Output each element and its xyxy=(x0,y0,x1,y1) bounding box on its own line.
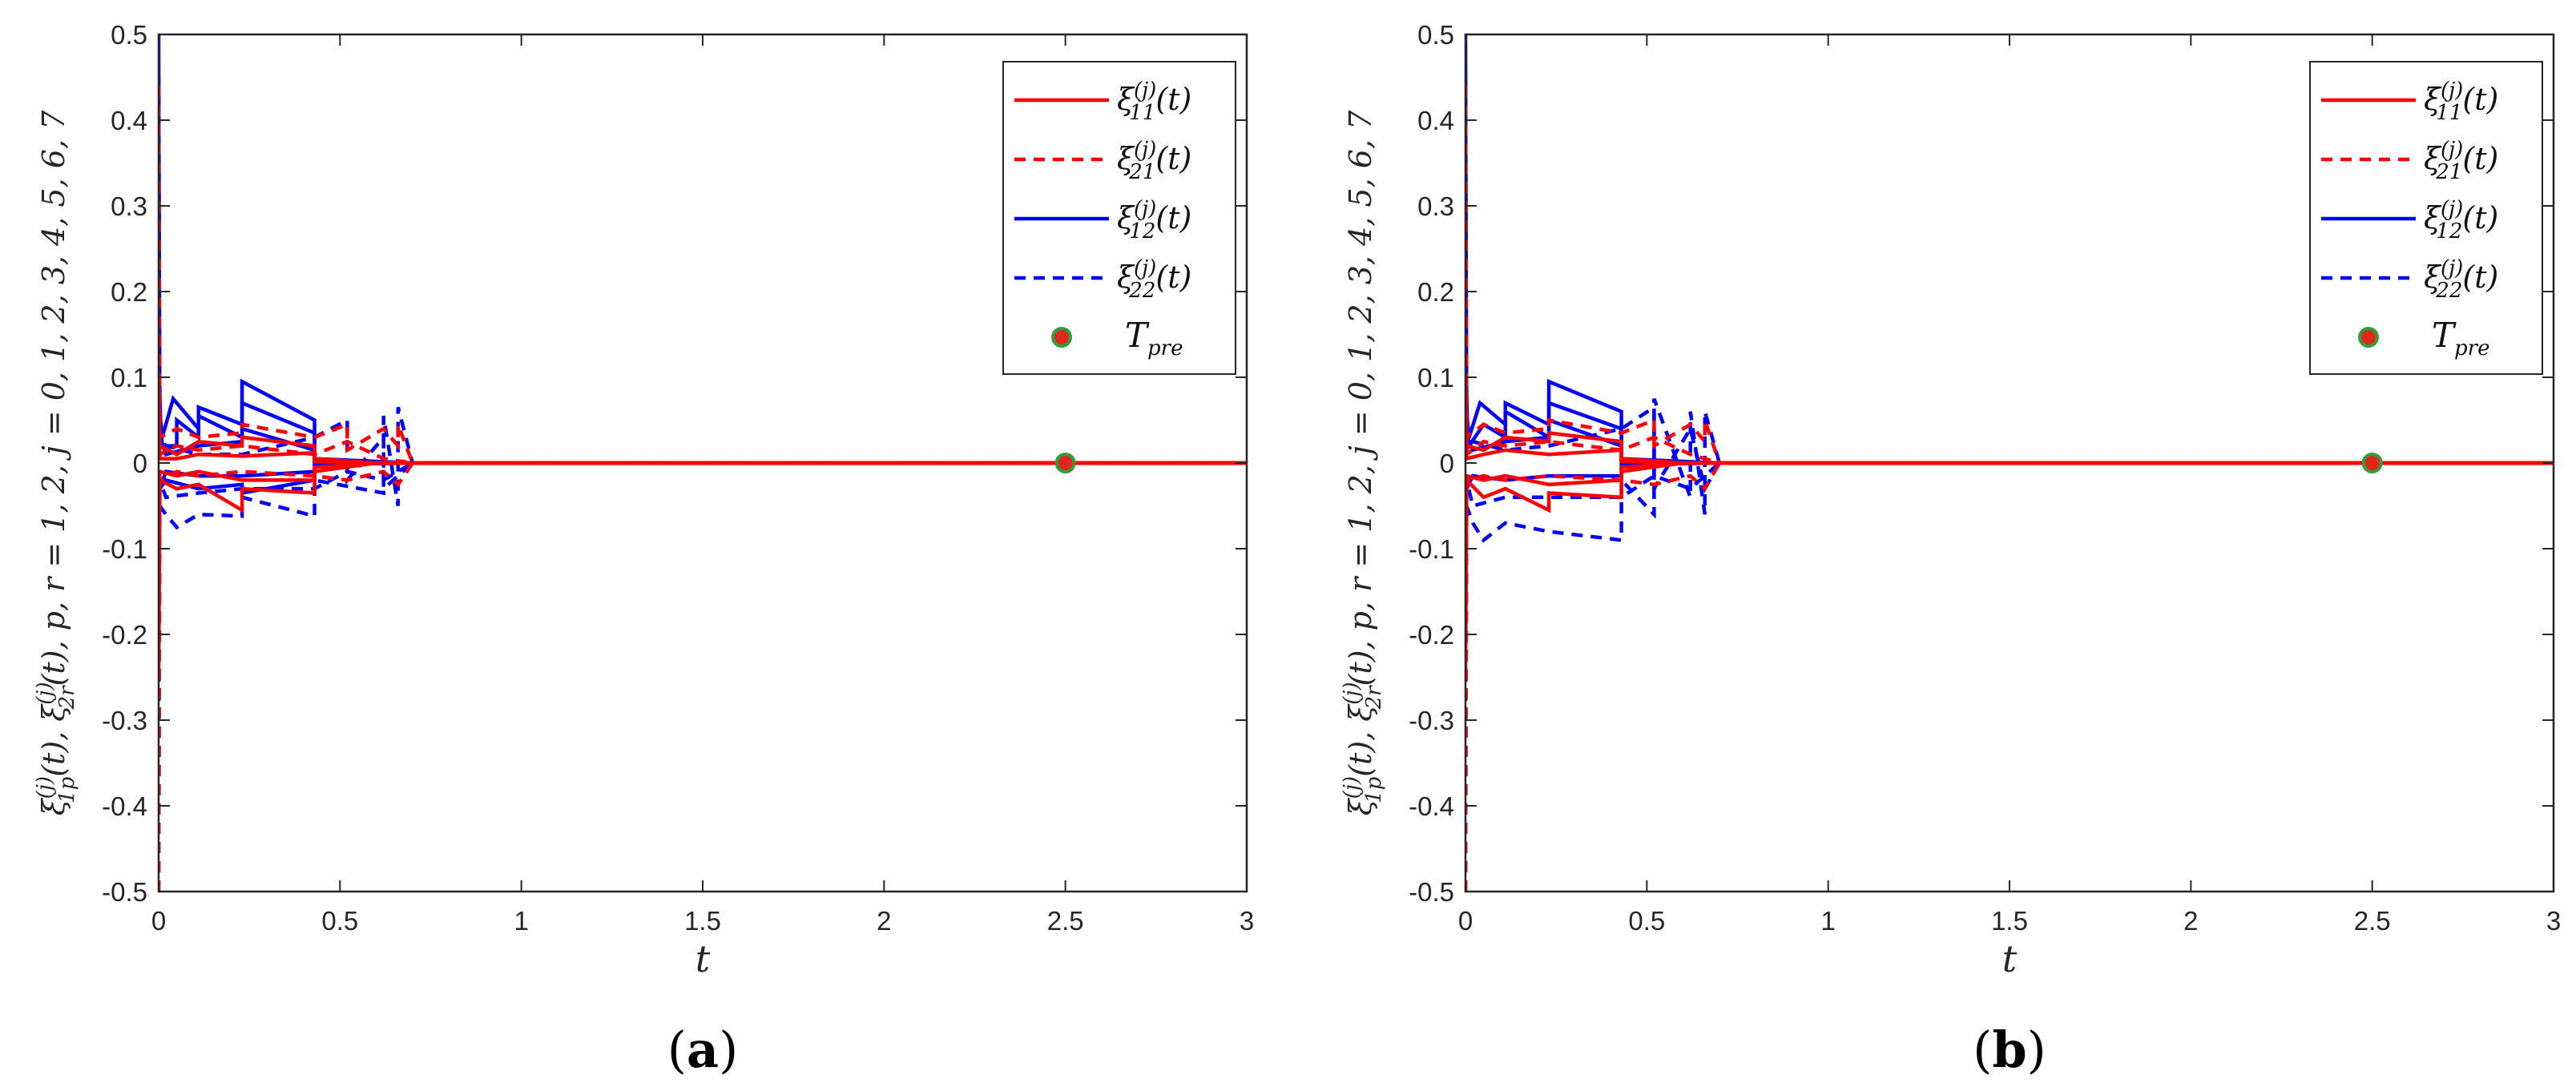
series-group xyxy=(1465,34,2554,892)
x-tick-label: 0.5 xyxy=(321,906,358,936)
x-tick-label: 3 xyxy=(1240,906,1254,936)
x-tick-label: 1 xyxy=(514,906,528,936)
legend-entry: ξ(j) 22(t) xyxy=(2424,256,2498,303)
x-tick-label: 2 xyxy=(2183,906,2198,936)
legend-entry-tpre: Tpre xyxy=(1125,316,1183,360)
y-tick-label: -0.1 xyxy=(1409,534,1454,564)
x-tick-label: 0.5 xyxy=(1628,906,1665,936)
y-tick-label: 0.4 xyxy=(1417,106,1454,135)
series-line-9 xyxy=(159,461,1247,678)
y-tick-label: -0.4 xyxy=(102,791,147,821)
x-tick-label: 2.5 xyxy=(1047,906,1084,936)
series-group xyxy=(159,34,1247,892)
legend: ξ(j) 11(t) ξ(j) 21(t) ξ(j) 12(t) ξ(j) 22(t) Tpre xyxy=(2309,61,2543,375)
tpre-marker xyxy=(2361,453,2383,473)
y-tick-label: 0.1 xyxy=(111,363,147,393)
series-line-14 xyxy=(159,334,1247,465)
series-line-11 xyxy=(159,461,1247,532)
legend-entry: ξ(j) 12(t) xyxy=(1117,197,1191,244)
y-tick-label: -0.3 xyxy=(1409,706,1454,735)
x-axis-label: t xyxy=(2002,937,2018,980)
y-tick-label: 0 xyxy=(1440,449,1454,478)
x-tick-label: 1.5 xyxy=(684,906,721,936)
legend-entry-tpre: Tpre xyxy=(2432,316,2489,360)
y-tick-label: 0.3 xyxy=(111,191,147,221)
y-tick-label: -0.5 xyxy=(102,877,147,907)
x-tick-label: 3 xyxy=(2546,906,2561,936)
series-line-10 xyxy=(159,420,1247,465)
y-tick-label: 0 xyxy=(133,449,147,478)
legend-entry: ξ(j) 22(t) xyxy=(1117,256,1191,303)
series-line-6 xyxy=(1465,461,2554,721)
y-tick-label: 0.5 xyxy=(111,20,147,50)
series-line-6 xyxy=(159,137,1247,493)
x-tick-label: 0 xyxy=(151,906,166,936)
series-line-12 xyxy=(1465,461,2554,892)
x-tick-label: 0 xyxy=(1458,906,1473,936)
legend: ξ(j) 11(t) ξ(j) 21(t) ξ(j) 12(t) ξ(j) 22(t) Tpre xyxy=(1002,61,1236,375)
tpre-marker xyxy=(1054,453,1076,473)
legend-entry: ξ(j) 21(t) xyxy=(1117,138,1191,184)
legend-marker xyxy=(2358,327,2379,348)
y-axis-label: ξ(j)1p(t), ξ(j)2r(t), p, r = 1, 2, j = 0… xyxy=(1340,110,1386,815)
series-line-8 xyxy=(1465,461,2554,678)
chart-panel-b: 0 0.5 1 1.5 2 2.5 3 -0.5 -0.4 -0.3 -0.2 -0.1 0 0.1 0.2… xyxy=(1340,20,2561,1079)
x-tick-label: 1.5 xyxy=(1991,906,2028,936)
x-tick-label: 1 xyxy=(1820,906,1835,936)
panel-label: (b) xyxy=(1973,1021,2046,1079)
y-axis-label: ξ(j)1p(t), ξ(j)2r(t), p, r = 1, 2, j = 0… xyxy=(33,110,79,815)
series-line-9 xyxy=(1465,420,2554,465)
y-tick-label: -0.3 xyxy=(102,706,147,735)
y-tick-label: -0.2 xyxy=(1409,620,1454,650)
legend-entry: ξ(j) 11(t) xyxy=(1117,79,1191,125)
y-tick-label: 0.2 xyxy=(111,277,147,307)
y-tick-label: 0.2 xyxy=(1417,277,1454,307)
y-tick-label: -0.1 xyxy=(102,534,147,564)
series-line-13 xyxy=(159,461,1247,892)
series-line-13 xyxy=(1465,334,2554,465)
y-tick-label: 0.3 xyxy=(1417,191,1454,221)
series-line-12 xyxy=(159,86,1247,465)
series-line-11 xyxy=(1465,86,2554,465)
legend-entry: ξ(j) 12(t) xyxy=(2424,197,2498,244)
legend-entry: ξ(j) 11(t) xyxy=(2424,79,2498,125)
x-tick-label: 2.5 xyxy=(2354,906,2391,936)
panel-label: (a) xyxy=(667,1021,739,1079)
y-tick-label: 0.5 xyxy=(1417,20,1454,50)
series-line-7 xyxy=(159,461,1247,721)
legend-marker xyxy=(1051,327,1072,348)
x-tick-label: 2 xyxy=(877,906,891,936)
series-line-10 xyxy=(1465,461,2554,532)
y-tick-label: 0.4 xyxy=(111,106,147,135)
chart-panel-a: 0 0.5 1 1.5 2 2.5 3 -0.5 -0.4 -0.3 -0.2 -0.1 0 0.1 0.2… xyxy=(33,20,1254,1079)
y-tick-label: -0.4 xyxy=(1409,791,1454,821)
x-axis-label: t xyxy=(695,937,711,980)
y-tick-label: 0.1 xyxy=(1417,363,1454,393)
y-tick-label: -0.5 xyxy=(1409,877,1454,907)
legend-entry: ξ(j) 21(t) xyxy=(2424,138,2498,184)
y-tick-label: -0.2 xyxy=(102,620,147,650)
